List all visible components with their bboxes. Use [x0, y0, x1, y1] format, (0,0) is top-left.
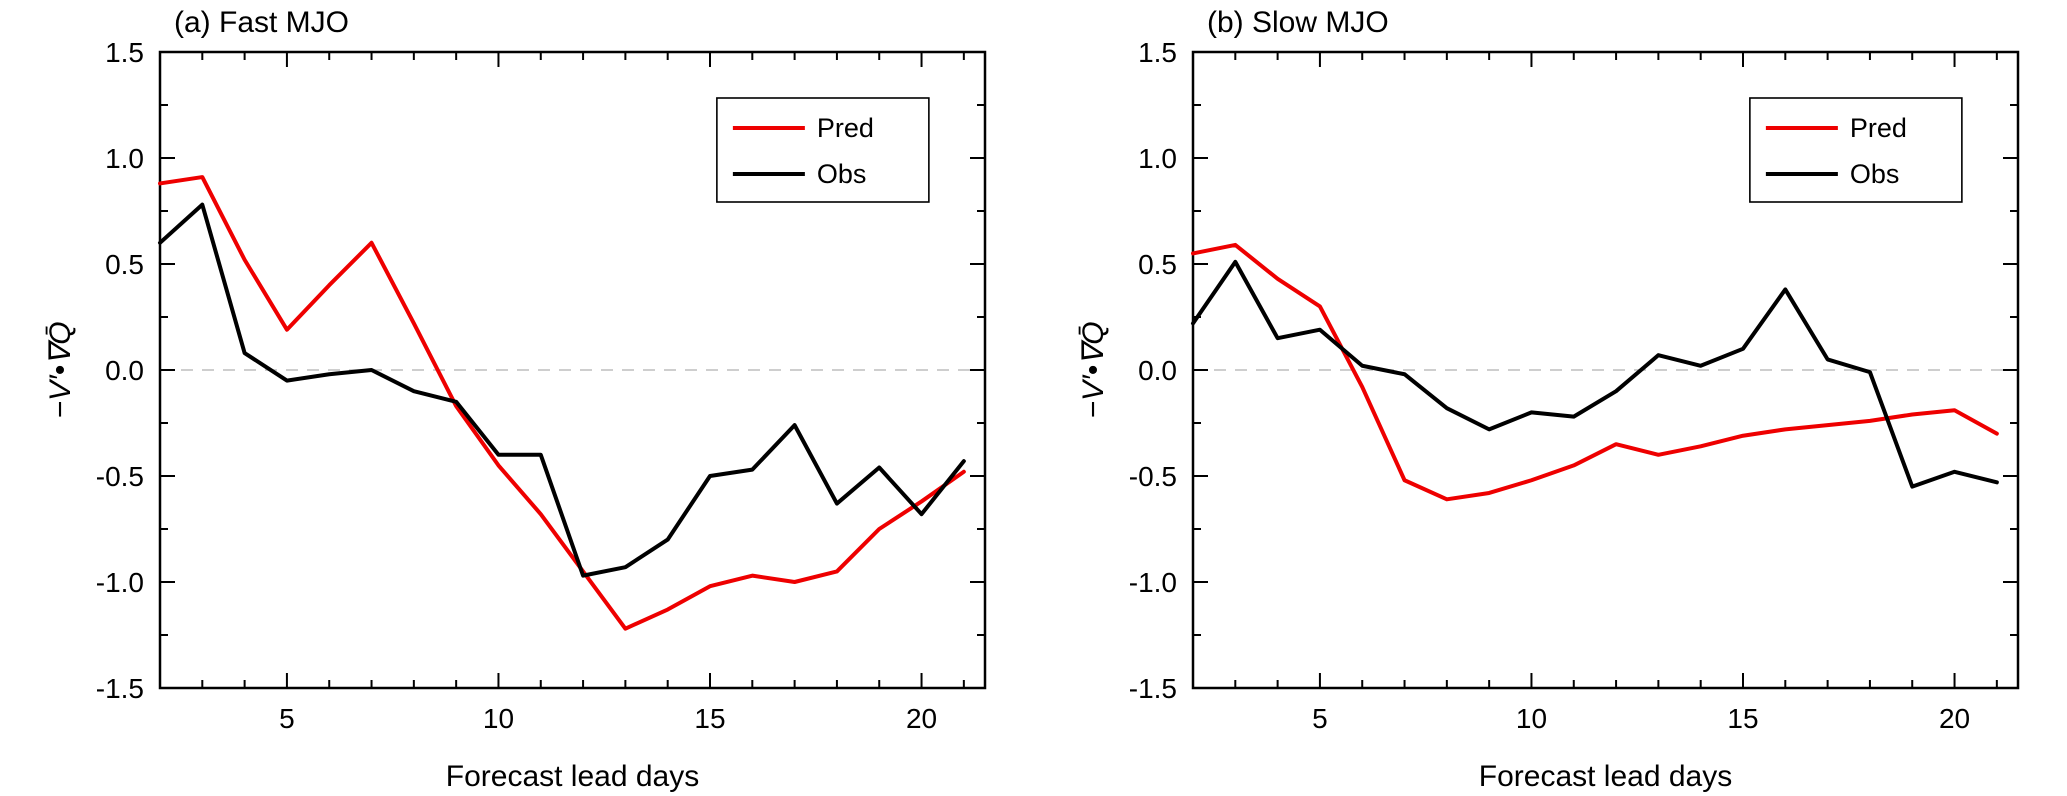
legend-label-pred: Pred: [817, 113, 874, 143]
y-tick-label: -1.0: [1129, 567, 1177, 598]
y-tick-label: 0.0: [1138, 355, 1177, 386]
y-tick-label: -1.0: [96, 567, 144, 598]
x-tick-label: 15: [1727, 703, 1758, 734]
chart-panel-a: 5 10 15 20 -1.5 -1.0 -0.5 0.0 0.5 1.0 1.5 Pred Obs (a…: [0, 0, 1033, 796]
x-tick-label: 20: [1939, 703, 1970, 734]
x-tick-label: 10: [483, 703, 514, 734]
series-line-obs: [1191, 259, 1999, 489]
x-tick-label: 15: [694, 703, 725, 734]
series-line-obs: [158, 202, 966, 578]
y-axis-label: −V′•∇Q̄: [1077, 321, 1110, 418]
chart-panel-b: 5 10 15 20 -1.5 -1.0 -0.5 0.0 0.5 1.0 1.5 Pred Obs (b…: [1033, 0, 2066, 796]
chart-title: (b) Slow MJO: [1207, 6, 1389, 39]
legend-label-obs: Obs: [1850, 159, 1900, 189]
y-tick-label: 0.5: [1138, 249, 1177, 280]
x-tick-label: 10: [1516, 703, 1547, 734]
x-axis-label: Forecast lead days: [446, 760, 699, 793]
chart-title: (a) Fast MJO: [174, 6, 349, 39]
legend-label-pred: Pred: [1850, 113, 1907, 143]
chart-svg-fast-mjo: 5 10 15 20 -1.5 -1.0 -0.5 0.0 0.5 1.0 1.5 Pred Obs (a…: [44, 6, 987, 793]
y-tick-label: 1.0: [1138, 143, 1177, 174]
y-tick-label: -1.5: [1129, 673, 1177, 704]
y-tick-label: -1.5: [96, 673, 144, 704]
y-tick-label: 1.5: [1138, 37, 1177, 68]
x-tick-label: 20: [906, 703, 937, 734]
legend-box: [716, 97, 930, 203]
x-axis-label: Forecast lead days: [1479, 760, 1732, 793]
x-tick-label: 5: [279, 703, 295, 734]
y-tick-label: 0.0: [105, 355, 144, 386]
y-tick-label: -0.5: [1129, 461, 1177, 492]
legend-label-obs: Obs: [817, 159, 867, 189]
y-tick-label: 1.5: [105, 37, 144, 68]
y-tick-label: 0.5: [105, 249, 144, 280]
series-line-pred: [158, 175, 966, 631]
series-line-pred: [1191, 242, 1999, 502]
x-tick-label: 5: [1312, 703, 1328, 734]
y-axis-label: −V′•∇Q̄: [44, 321, 77, 418]
legend-box: [1749, 97, 1963, 203]
y-tick-label: -0.5: [96, 461, 144, 492]
chart-svg-slow-mjo: 5 10 15 20 -1.5 -1.0 -0.5 0.0 0.5 1.0 1.5 Pred Obs (b…: [1077, 6, 2020, 793]
y-tick-label: 1.0: [105, 143, 144, 174]
